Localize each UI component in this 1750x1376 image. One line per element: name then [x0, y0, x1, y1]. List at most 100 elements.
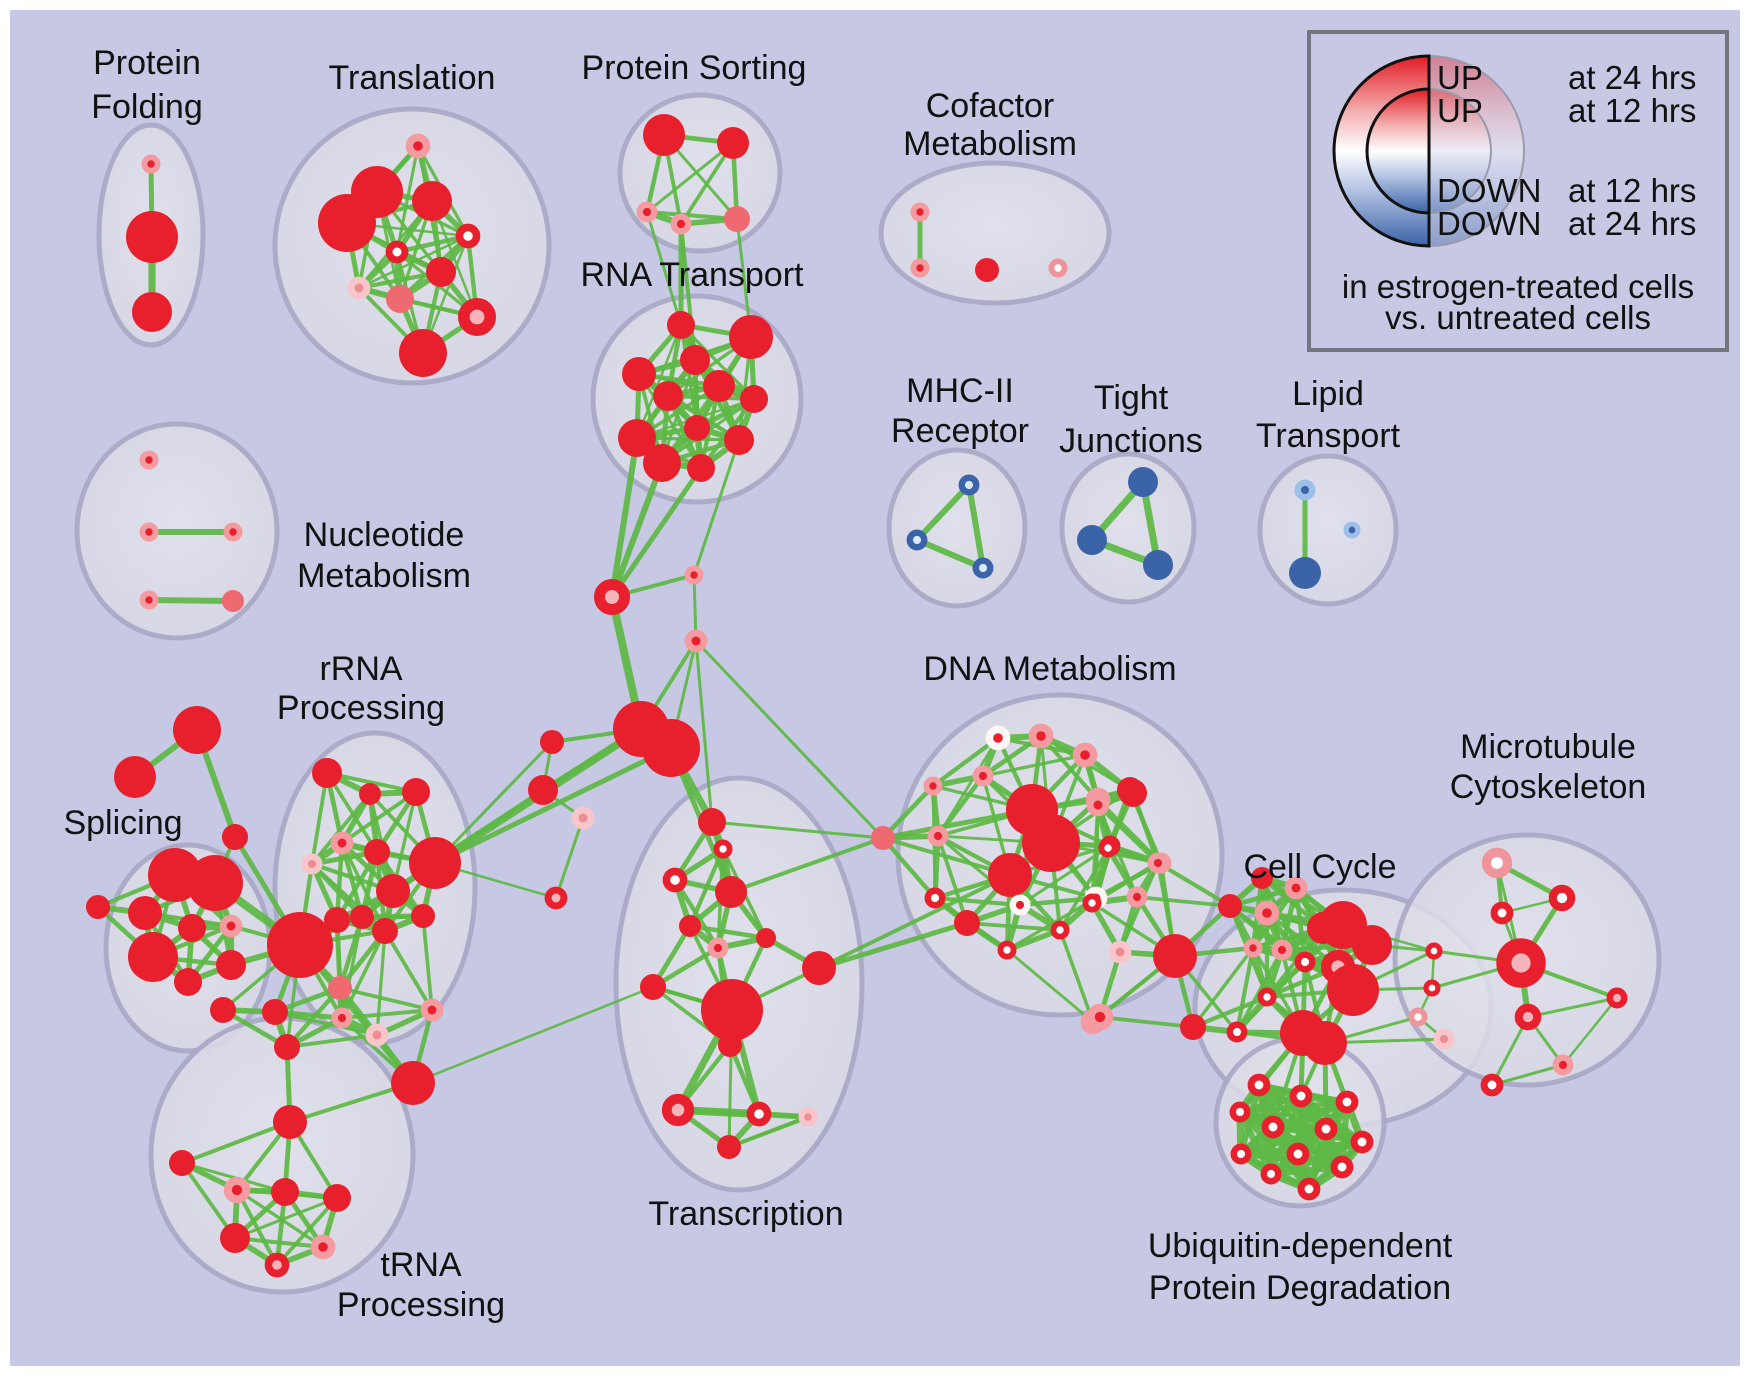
- node-sp6: [174, 968, 202, 996]
- node-ub4: [1261, 1115, 1285, 1139]
- edge: [326, 771, 417, 794]
- edge: [335, 850, 379, 922]
- edge: [1270, 1163, 1343, 1178]
- node-tx5: [756, 928, 776, 948]
- node-rr2: [402, 778, 430, 806]
- node-cc18: [1327, 964, 1379, 1016]
- node-cc16: [1352, 925, 1392, 965]
- node-cc25: [1251, 867, 1273, 889]
- cluster-bubble-mhc-ii-receptor: [886, 447, 1028, 609]
- cluster-bubble-protein-sorting: [617, 92, 783, 254]
- node-tr0: [405, 133, 431, 159]
- legend-direction-label: UP: [1437, 59, 1483, 96]
- legend: UP at 24 hrs UP at 12 hrs DOWN at 12 hrs DOWN a…: [1307, 30, 1729, 352]
- cluster-bubble-tight-junctions: [1059, 451, 1197, 605]
- edge: [966, 921, 1061, 932]
- cluster-label-dna-metabolism: DNA Metabolism: [923, 650, 1176, 688]
- node-mh0: [958, 474, 980, 496]
- node-ub8: [1286, 1142, 1310, 1166]
- node-rt0: [667, 311, 695, 339]
- node-rr8: [324, 907, 350, 933]
- node-sp5: [128, 932, 178, 982]
- node-tr2: [412, 181, 452, 221]
- node-cf1: [910, 258, 930, 278]
- node-pf1: [126, 211, 178, 263]
- node-cc21: [1257, 987, 1277, 1007]
- node-mh2: [972, 557, 994, 579]
- node-cc7: [1086, 1003, 1114, 1031]
- edge: [818, 920, 968, 971]
- node-rt3: [680, 345, 710, 375]
- node-rt4: [703, 370, 735, 402]
- edge: [1228, 904, 1307, 964]
- legend-direction-label: DOWN: [1437, 205, 1541, 242]
- node-rr10: [350, 905, 374, 929]
- node-mt9: [1433, 1028, 1455, 1050]
- node-tx4: [715, 876, 747, 908]
- node-rt5: [740, 385, 768, 413]
- node-tx14: [746, 1101, 772, 1127]
- node-rr17: [420, 998, 444, 1022]
- legend-direction-label: UP: [1437, 92, 1483, 129]
- edge: [881, 784, 935, 840]
- node-rr15: [210, 997, 236, 1023]
- edge: [679, 223, 697, 361]
- node-nm4: [222, 590, 244, 612]
- node-cc11: [1243, 938, 1263, 958]
- edge: [274, 1010, 378, 1037]
- node-hb6: [528, 775, 558, 805]
- edge: [412, 985, 654, 1085]
- node-mt1: [1548, 884, 1576, 912]
- node-rt1: [729, 315, 773, 359]
- node-rr0: [312, 758, 342, 788]
- node-tx2: [662, 867, 688, 893]
- node-hb4: [642, 719, 700, 777]
- node-rt8: [618, 419, 656, 457]
- node-cf2: [975, 258, 999, 282]
- node-cc9: [1180, 1014, 1206, 1040]
- node-tr8: [386, 285, 414, 313]
- node-mt10: [1480, 1073, 1504, 1097]
- edge: [235, 1189, 279, 1266]
- node-mt4: [1514, 1003, 1542, 1031]
- edge: [1006, 948, 1094, 1024]
- cluster-label-nucleotide-metabolism: Metabolism: [297, 557, 471, 595]
- node-cc6: [1108, 940, 1132, 964]
- node-tn6: [310, 1234, 336, 1260]
- edge: [730, 836, 884, 894]
- cluster-label-cofactor-metabolism: Metabolism: [903, 125, 1077, 163]
- node-cc8: [1153, 934, 1197, 978]
- node-pf0: [141, 154, 161, 174]
- gene-network-figure: Protein Folding Translation Protein Sorting…: [10, 10, 1740, 1366]
- edge: [635, 324, 683, 439]
- node-tx1: [713, 839, 733, 859]
- edge: [646, 141, 734, 214]
- edge: [421, 915, 434, 1011]
- node-lt2: [1343, 521, 1361, 539]
- edge: [934, 895, 1021, 908]
- node-dm15: [924, 887, 946, 909]
- legend-caption: in estrogen-treated cells: [1342, 268, 1694, 305]
- node-ub9: [1330, 1155, 1354, 1179]
- cluster-label-cofactor-metabolism: Cofactor: [926, 87, 1055, 125]
- node-dm14: [927, 825, 949, 847]
- node-cf0: [910, 202, 930, 222]
- node-rr9: [267, 912, 333, 978]
- node-cc5: [1082, 893, 1102, 913]
- node-dm13: [923, 776, 943, 796]
- edge: [325, 771, 379, 854]
- node-ps1: [717, 127, 749, 159]
- edge: [645, 211, 683, 326]
- cluster-label-lipid-transport: Transport: [1256, 417, 1401, 455]
- node-tj2: [1143, 550, 1173, 580]
- node-ub3: [1229, 1101, 1251, 1123]
- edge: [689, 923, 767, 941]
- cluster-label-protein-sorting: Protein Sorting: [582, 49, 807, 87]
- node-tr6: [426, 257, 456, 287]
- node-tx0: [698, 808, 726, 836]
- node-ub2: [1335, 1090, 1359, 1114]
- edge: [679, 142, 735, 225]
- node-dm1: [1028, 723, 1054, 749]
- node-dm18: [1050, 920, 1070, 940]
- cluster-label-protein-folding: Protein: [93, 44, 201, 82]
